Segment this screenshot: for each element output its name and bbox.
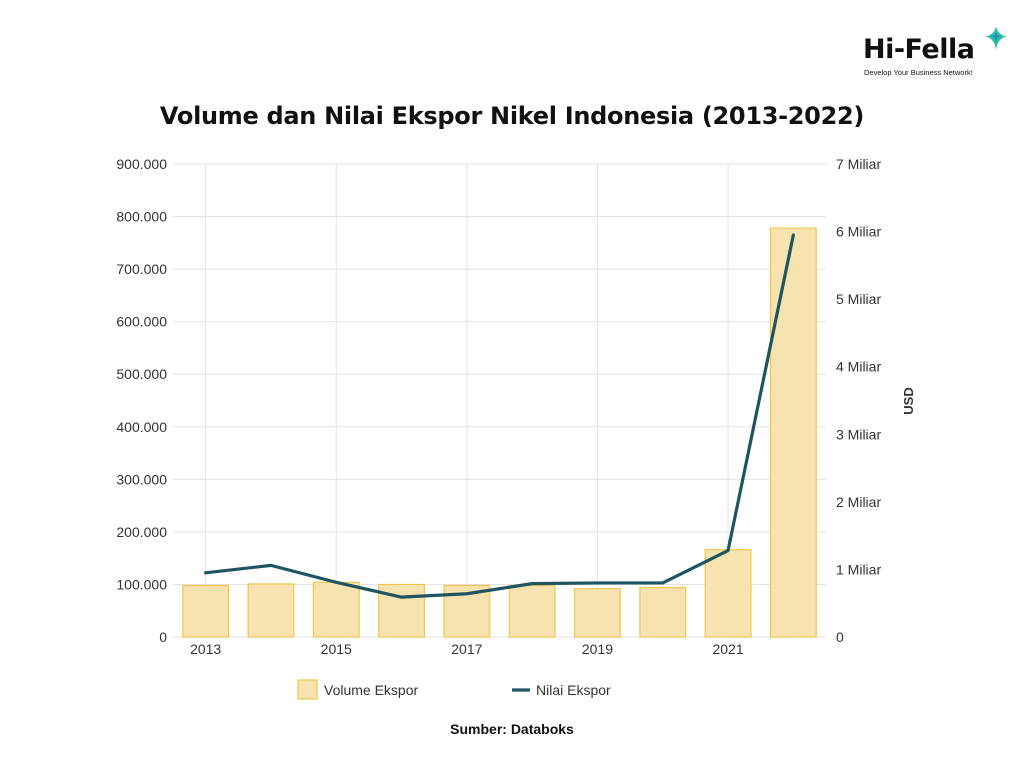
y-right-tick-label: 0 [836, 629, 844, 645]
y-right-tick-label: 2 Miliar [836, 494, 881, 510]
y-left-tick-label: 800.000 [116, 209, 167, 225]
y-right-axis-label: USD [901, 387, 916, 414]
x-tick-label: 2017 [451, 641, 482, 657]
axes-layer: 0 100.000 200.000 300.000 400.000 500.000 600.… [116, 156, 916, 657]
legend-swatch-volume [297, 679, 318, 700]
legend: Volume Ekspor Nilai Ekspor [297, 679, 611, 700]
y-left-tick-label: 100.000 [116, 576, 167, 592]
source-note: Sumber: Databoks [450, 721, 574, 737]
line-layer [204, 233, 795, 599]
brand-tagline: Develop Your Business Network! [864, 68, 973, 77]
y-right-tick-label: 4 Miliar [836, 359, 881, 375]
y-left-tick-label: 300.000 [116, 471, 167, 487]
x-tick-label: 2019 [582, 641, 613, 657]
y-left-tick-label: 0 [159, 629, 167, 645]
bar-2014 [247, 583, 295, 638]
y-right-tick-label: 7 Miliar [836, 156, 881, 172]
legend-label-volume: Volume Ekspor [324, 682, 418, 698]
bar-2018 [508, 584, 556, 638]
y-left-tick-label: 200.000 [116, 524, 167, 540]
bar-2022 [769, 227, 817, 638]
x-tick-label: 2021 [712, 641, 743, 657]
bar-2016 [378, 583, 426, 638]
bar-2020 [639, 586, 687, 638]
brand-name: Hi-Fella [863, 34, 975, 65]
brand-logo: Hi-Fella Develop Your Business Network! [861, 26, 1011, 86]
bar-2013 [182, 584, 230, 638]
y-right-tick-label: 5 Miliar [836, 291, 881, 307]
legend-label-nilai: Nilai Ekspor [536, 682, 611, 698]
y-right-tick-label: 1 Miliar [836, 561, 881, 577]
y-left-tick-label: 600.000 [116, 314, 167, 330]
bar-2019 [573, 588, 621, 638]
bar-2015 [312, 581, 360, 638]
y-right-tick-label: 3 Miliar [836, 426, 881, 442]
y-left-tick-label: 700.000 [116, 261, 167, 277]
y-right-tick-label: 6 Miliar [836, 224, 881, 240]
bars-layer [182, 227, 817, 638]
x-tick-label: 2013 [190, 641, 221, 657]
line-series-nilai-ekspor [204, 233, 795, 599]
y-left-tick-label: 400.000 [116, 419, 167, 435]
bar-2021 [704, 549, 752, 638]
y-left-tick-label: 500.000 [116, 366, 167, 382]
chart-title: Volume dan Nilai Ekspor Nikel Indonesia … [159, 102, 865, 130]
y-left-tick-label: 900.000 [116, 156, 167, 172]
sparkle-icon [985, 26, 1007, 50]
x-tick-label: 2015 [321, 641, 352, 657]
